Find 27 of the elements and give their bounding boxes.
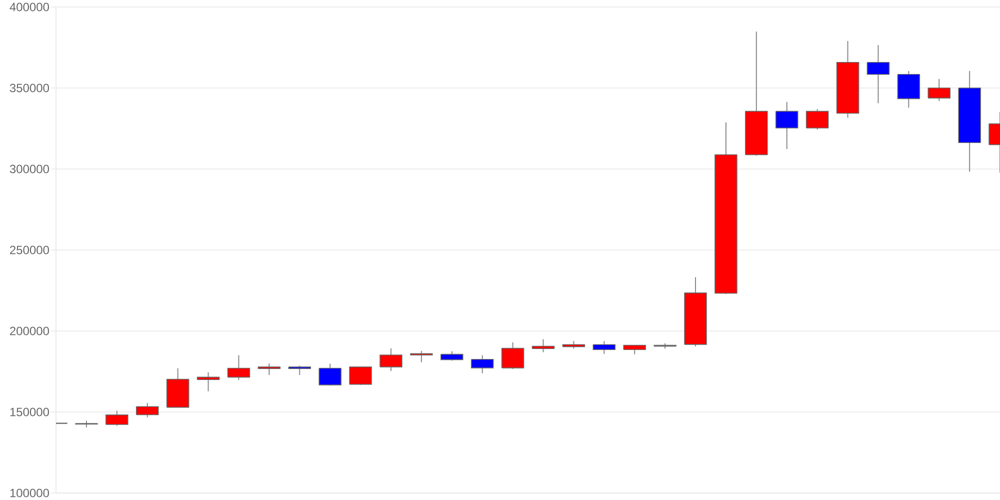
candlestick	[136, 402, 159, 418]
candlestick	[440, 350, 464, 362]
candlestick	[288, 365, 311, 376]
candlestick	[106, 410, 128, 426]
y-tick-label: 300000	[10, 164, 49, 174]
candlestick	[623, 344, 646, 355]
candlestick	[501, 342, 524, 370]
y-tick-label: 200000	[10, 326, 49, 336]
candlestick	[227, 354, 250, 380]
candlestick	[380, 348, 402, 372]
candlestick	[349, 366, 372, 386]
y-tick-label: 150000	[10, 408, 49, 416]
y-tick-label: 100000	[10, 488, 49, 498]
candlestick	[775, 101, 798, 150]
candlestick	[318, 363, 342, 386]
candlestick	[258, 362, 281, 376]
candlestick	[532, 338, 555, 353]
candlestick	[866, 44, 890, 104]
y-tick-label: 350000	[10, 84, 49, 92]
candlestick	[928, 78, 950, 102]
y-tick-label: 400000	[10, 2, 49, 12]
candlestick	[592, 340, 616, 355]
y-tick-label: 250000	[10, 246, 49, 254]
candlestick	[806, 108, 829, 130]
candlestick	[410, 350, 433, 363]
candlestick	[196, 372, 220, 392]
candlestick	[470, 354, 494, 374]
